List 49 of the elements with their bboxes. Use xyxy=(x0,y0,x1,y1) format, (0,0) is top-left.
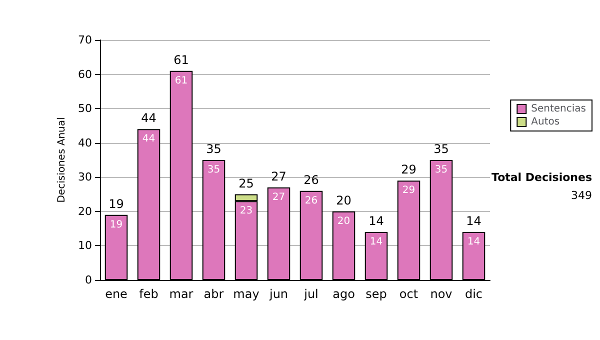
x-tick-label: abr xyxy=(204,287,224,301)
y-axis-title: Decisiones Anual xyxy=(56,117,68,203)
total-label: 29 xyxy=(401,162,416,177)
x-tick-label: may xyxy=(233,287,260,301)
x-tick-label: oct xyxy=(399,287,418,301)
x-tick-label: mar xyxy=(169,287,194,301)
x-tick-label: feb xyxy=(139,287,158,301)
total-label: 14 xyxy=(466,214,482,228)
y-tick-label: 70 xyxy=(78,34,92,46)
total-label: 20 xyxy=(336,193,352,208)
data-label: 35 xyxy=(434,164,448,176)
x-tick-label: jul xyxy=(303,287,318,301)
x-tick-label: nov xyxy=(430,287,452,301)
data-label: 14 xyxy=(467,236,480,248)
y-tick-label: 60 xyxy=(78,68,92,81)
data-label: 61 xyxy=(174,75,188,86)
total-label: 27 xyxy=(271,169,286,184)
text: Total Decisiones xyxy=(492,171,592,184)
x-tick-label: ene xyxy=(105,287,128,301)
y-tick-label: 40 xyxy=(78,136,92,150)
legend-label: Autos xyxy=(531,116,560,128)
x-tick-label: dic xyxy=(464,287,483,301)
data-label: 29 xyxy=(402,185,416,196)
text: 349 xyxy=(571,189,592,202)
y-tick-label: 10 xyxy=(78,239,92,252)
y-tick-label: 0 xyxy=(85,274,92,286)
total-label: 35 xyxy=(434,142,449,156)
total-label: 26 xyxy=(304,172,319,187)
y-tick-label: 20 xyxy=(78,204,92,218)
total-label: 35 xyxy=(206,142,222,156)
total-label: 25 xyxy=(238,176,254,190)
data-label: 20 xyxy=(337,216,350,227)
data-label: 35 xyxy=(207,164,220,176)
data-label: 23 xyxy=(240,206,253,217)
total-label: 44 xyxy=(141,111,156,126)
data-label: 14 xyxy=(370,236,383,248)
y-tick-label: 50 xyxy=(78,102,92,116)
x-tick-label: sep xyxy=(366,287,387,301)
total-label: 61 xyxy=(174,52,189,67)
total-label: 14 xyxy=(368,214,384,228)
x-tick-label: ago xyxy=(332,287,355,301)
total-label: 19 xyxy=(108,196,124,211)
data-label: 27 xyxy=(272,192,286,203)
data-label: 19 xyxy=(110,219,123,230)
data-label: 44 xyxy=(142,134,156,145)
x-tick-label: jun xyxy=(268,287,288,301)
y-tick-label: 30 xyxy=(78,170,92,184)
legend-label: Sentencias xyxy=(531,104,586,114)
data-label: 26 xyxy=(304,195,318,206)
